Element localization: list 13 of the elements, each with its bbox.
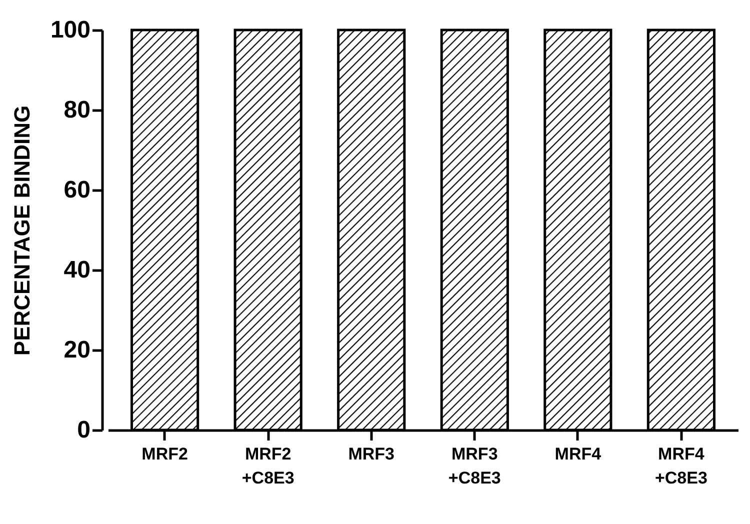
y-tick-label: 60 <box>64 176 90 204</box>
y-tick-label: 40 <box>64 256 90 284</box>
x-tick-label: MRF4 +C8E3 <box>654 444 708 488</box>
x-tick-label: MRF2 <box>142 444 188 464</box>
x-tick-label: MRF4 <box>554 444 602 464</box>
x-tick-label: MRF3 <box>348 444 394 464</box>
x-tick-label: MRF2 +C8E3 <box>242 444 294 488</box>
y-tick-label: 100 <box>50 16 90 44</box>
y-tick-label: 20 <box>64 336 90 364</box>
y-tick-label: 80 <box>64 96 90 124</box>
y-tick-label: 0 <box>77 416 90 444</box>
x-tick-label: MRF3 +C8E3 <box>448 444 501 488</box>
y-axis-title: PERCENTAGE BINDING <box>9 105 34 356</box>
